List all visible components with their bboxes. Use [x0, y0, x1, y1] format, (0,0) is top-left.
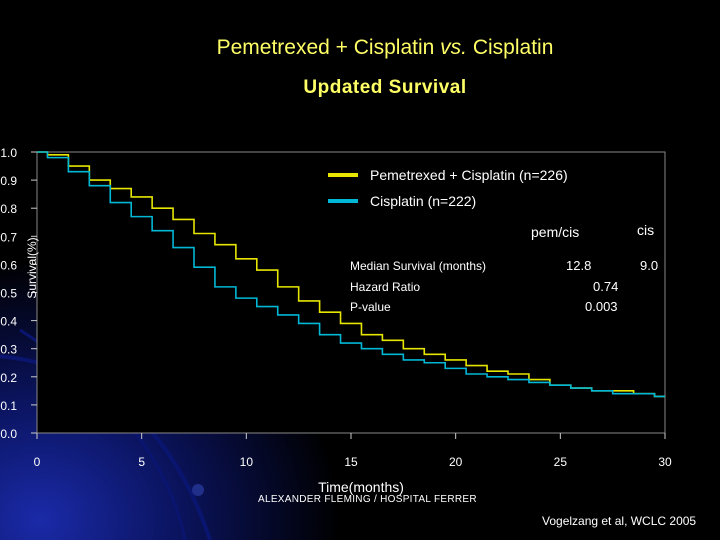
p-value-value: 0.003: [585, 299, 618, 314]
y-tick-label: 0.9: [0, 174, 17, 188]
x-tick-label: 20: [449, 455, 463, 469]
legend-label-pemetrexed: Pemetrexed + Cisplatin (n=226): [370, 167, 568, 183]
x-axis-label: Time(months): [318, 479, 404, 495]
credit-text: ALEXANDER FLEMING / HOSPITAL FERRER: [258, 494, 477, 505]
x-tick-label: 5: [138, 455, 145, 469]
y-tick-label: 1.0: [0, 146, 17, 160]
source-citation: Vogelzang et al, WCLC 2005: [542, 514, 697, 528]
title-part-italic: vs.: [440, 36, 467, 59]
y-tick-label: 0.2: [0, 371, 17, 385]
x-tick-label: 15: [344, 455, 358, 469]
hazard-ratio-value: 0.74: [593, 279, 618, 294]
y-tick-label: 0.6: [0, 258, 17, 272]
decor-dot-2: [192, 484, 204, 496]
title-part-end: Cisplatin: [472, 36, 554, 59]
y-tick-label: 0.3: [0, 343, 17, 357]
x-tick-label: 30: [658, 455, 672, 469]
y-tick-label: 0.5: [0, 287, 17, 301]
plot-area: [36, 151, 666, 434]
y-tick-label: 0.8: [0, 202, 17, 216]
x-tick-label: 10: [240, 455, 254, 469]
y-tick-label: 0.0: [0, 427, 17, 441]
x-tick-label: 25: [554, 455, 568, 469]
slide-title: Pemetrexed + Cisplatin vs. Cisplatin: [0, 36, 720, 60]
y-tick-label: 0.7: [0, 230, 17, 244]
x-tick-label: 0: [34, 455, 41, 469]
hazard-ratio-label: Hazard Ratio: [350, 280, 420, 294]
median-survival-cis: 9.0: [640, 258, 658, 273]
title-part-1: Pemetrexed + Cisplatin: [216, 36, 435, 59]
p-value-label: P-value: [350, 300, 391, 314]
stats-header-cis: cis: [637, 222, 654, 238]
median-survival-label: Median Survival (months): [350, 259, 486, 273]
series-line-cisplatin: [37, 151, 665, 398]
median-survival-pem: 12.8: [566, 258, 591, 273]
y-axis-label: Survival(%): [25, 237, 39, 298]
legend-label-cisplatin: Cisplatin (n=222): [370, 193, 476, 209]
slide-subtitle: Updated Survival: [303, 77, 467, 98]
y-tick-label: 0.4: [0, 315, 17, 329]
stats-header-pem: pem/cis: [531, 224, 579, 240]
y-tick-label: 0.1: [0, 399, 17, 413]
